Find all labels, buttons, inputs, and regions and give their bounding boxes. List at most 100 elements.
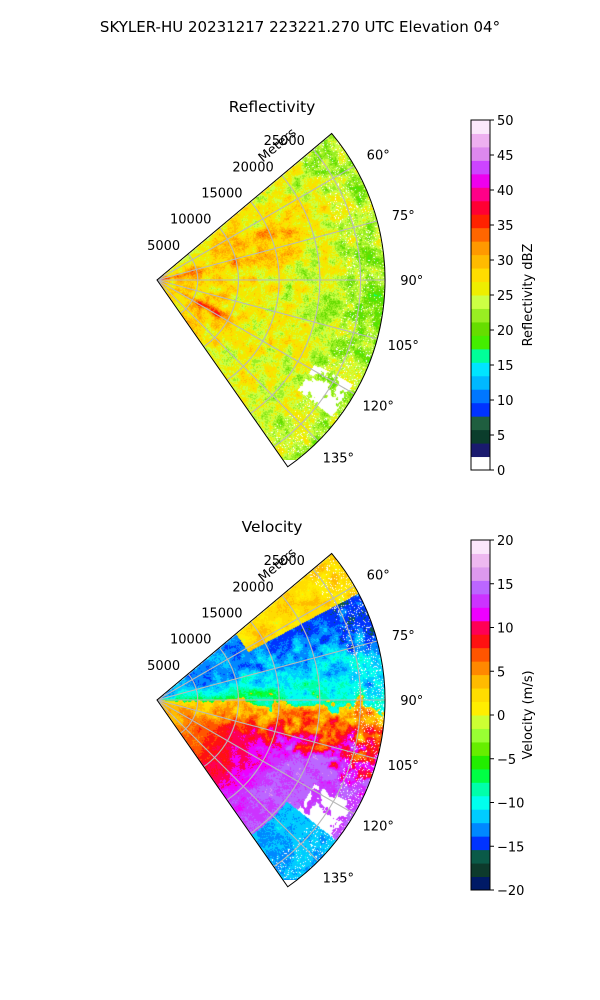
colorbar-tick-label: −10	[497, 797, 524, 812]
colorbar-tick-label: 25	[497, 289, 514, 304]
colorbar-segment	[471, 429, 490, 444]
colorbar-segment	[471, 566, 490, 581]
range-ring	[250, 174, 321, 414]
colorbar-tick-label: −20	[497, 884, 524, 899]
colorbar-segment	[471, 214, 490, 229]
figure-title: SKYLER-HU 20231217 223221.270 UTC Elevat…	[100, 18, 500, 36]
colorbar-segment	[471, 120, 490, 134]
colorbar-tick-label: 20	[497, 534, 514, 549]
range-ring	[203, 227, 239, 348]
range-tick-label: 15000	[201, 186, 242, 201]
colorbar-segment	[471, 795, 490, 810]
colorbar-segment	[471, 688, 490, 703]
azimuth-tick-label: 120°	[363, 819, 394, 834]
range-ring	[250, 594, 321, 834]
colorbar-segment	[471, 173, 490, 188]
colorbar-segment	[471, 620, 490, 635]
azimuth-spoke	[156, 165, 355, 281]
range-ring	[273, 148, 362, 448]
colorbar-segment	[471, 268, 490, 283]
colorbar-tick-label: 45	[497, 149, 514, 164]
colorbar-tick-label: 30	[497, 254, 514, 269]
colorbar-tick-label: 5	[497, 665, 505, 680]
colorbar-tick-label: 20	[497, 324, 514, 339]
colorbar-segment	[471, 849, 490, 864]
azimuth-tick-label: 135°	[323, 871, 354, 886]
azimuth-spoke	[156, 279, 319, 442]
colorbar-segment	[471, 443, 490, 458]
colorbar-tick-label: 10	[497, 394, 514, 409]
colorbar-tick-label: 15	[497, 359, 514, 374]
colorbar-segment	[471, 335, 490, 350]
colorbar-segment	[471, 254, 490, 269]
colorbar-segment	[471, 416, 490, 431]
colorbar-segment	[471, 402, 490, 417]
azimuth-spoke	[156, 640, 378, 701]
range-tick-label: 25000	[264, 134, 305, 149]
range-ring	[180, 253, 199, 314]
colorbar-segment	[471, 540, 490, 554]
panel-title: Velocity	[242, 518, 303, 536]
range-ring	[273, 568, 362, 868]
colorbar-segment	[471, 661, 490, 676]
colorbar-tick-label: −5	[497, 753, 516, 768]
colorbar-tick-label: 5	[497, 429, 505, 444]
range-tick-label: 10000	[170, 633, 211, 648]
range-tick-label: 5000	[147, 239, 180, 254]
velocity-colorbar: −20 −15 −10 −5 0 5 10 15 20 Velocity (m/s)	[470, 534, 536, 899]
colorbar-tick-label: −15	[497, 840, 524, 855]
range-tick-label: 15000	[201, 606, 242, 621]
colorbar-segment	[471, 321, 490, 336]
colorbar-segment	[471, 634, 490, 649]
colorbar-segment	[471, 187, 490, 202]
colorbar-segment	[471, 863, 490, 878]
range-ring	[226, 201, 280, 381]
azimuth-spoke	[156, 699, 319, 862]
sector-frame	[156, 132, 386, 468]
colorbar-segment	[471, 146, 490, 161]
colorbar-segment	[471, 281, 490, 296]
range-tick-label: 10000	[170, 213, 211, 228]
colorbar-tick-label: 50	[497, 114, 514, 129]
colorbar-segment	[471, 755, 490, 770]
colorbar-segment	[471, 768, 490, 783]
colorbar-segment	[471, 836, 490, 851]
colorbar-label: Reflectivity dBZ	[521, 244, 536, 347]
azimuth-spoke	[156, 279, 378, 340]
colorbar-segment	[471, 741, 490, 756]
colorbar-segment	[471, 133, 490, 148]
colorbar-segment	[471, 241, 490, 256]
colorbar-segment	[471, 456, 490, 471]
sector-frame	[156, 552, 386, 888]
colorbar-segment	[471, 701, 490, 716]
colorbar-segment	[471, 375, 490, 390]
azimuth-tick-label: 75°	[392, 629, 415, 644]
colorbar-tick-label: 15	[497, 578, 514, 593]
colorbar-segment	[471, 607, 490, 622]
colorbar-segment	[471, 728, 490, 743]
colorbar-tick-label: 0	[497, 709, 505, 724]
azimuth-spoke	[156, 699, 378, 760]
range-tick-label: 5000	[147, 659, 180, 674]
colorbar-segment	[471, 295, 490, 309]
azimuth-tick-label: 75°	[392, 209, 415, 224]
azimuth-spoke	[156, 699, 355, 815]
colorbar-segment	[471, 715, 490, 729]
reflectivity-panel: Reflectivity500010000150002000025000Mete…	[147, 98, 423, 468]
colorbar-segment	[471, 227, 490, 242]
azimuth-tick-label: 120°	[363, 399, 394, 414]
azimuth-tick-label: 105°	[388, 339, 419, 354]
azimuth-tick-label: 105°	[388, 759, 419, 774]
colorbar-segment	[471, 553, 490, 568]
azimuth-spoke	[156, 220, 378, 281]
colorbar-segment	[471, 200, 490, 215]
reflectivity-colorbar: 0 5 10 15 20 25 30 35 40 45 50 Reflectivity dBZ	[470, 114, 536, 479]
range-ring	[203, 647, 239, 768]
colorbar-label: Velocity (m/s)	[521, 670, 536, 759]
colorbar-segment	[471, 308, 490, 323]
colorbar-tick-label: 40	[497, 184, 514, 199]
colorbar-segment	[471, 160, 490, 175]
range-tick-label: 20000	[232, 160, 273, 175]
